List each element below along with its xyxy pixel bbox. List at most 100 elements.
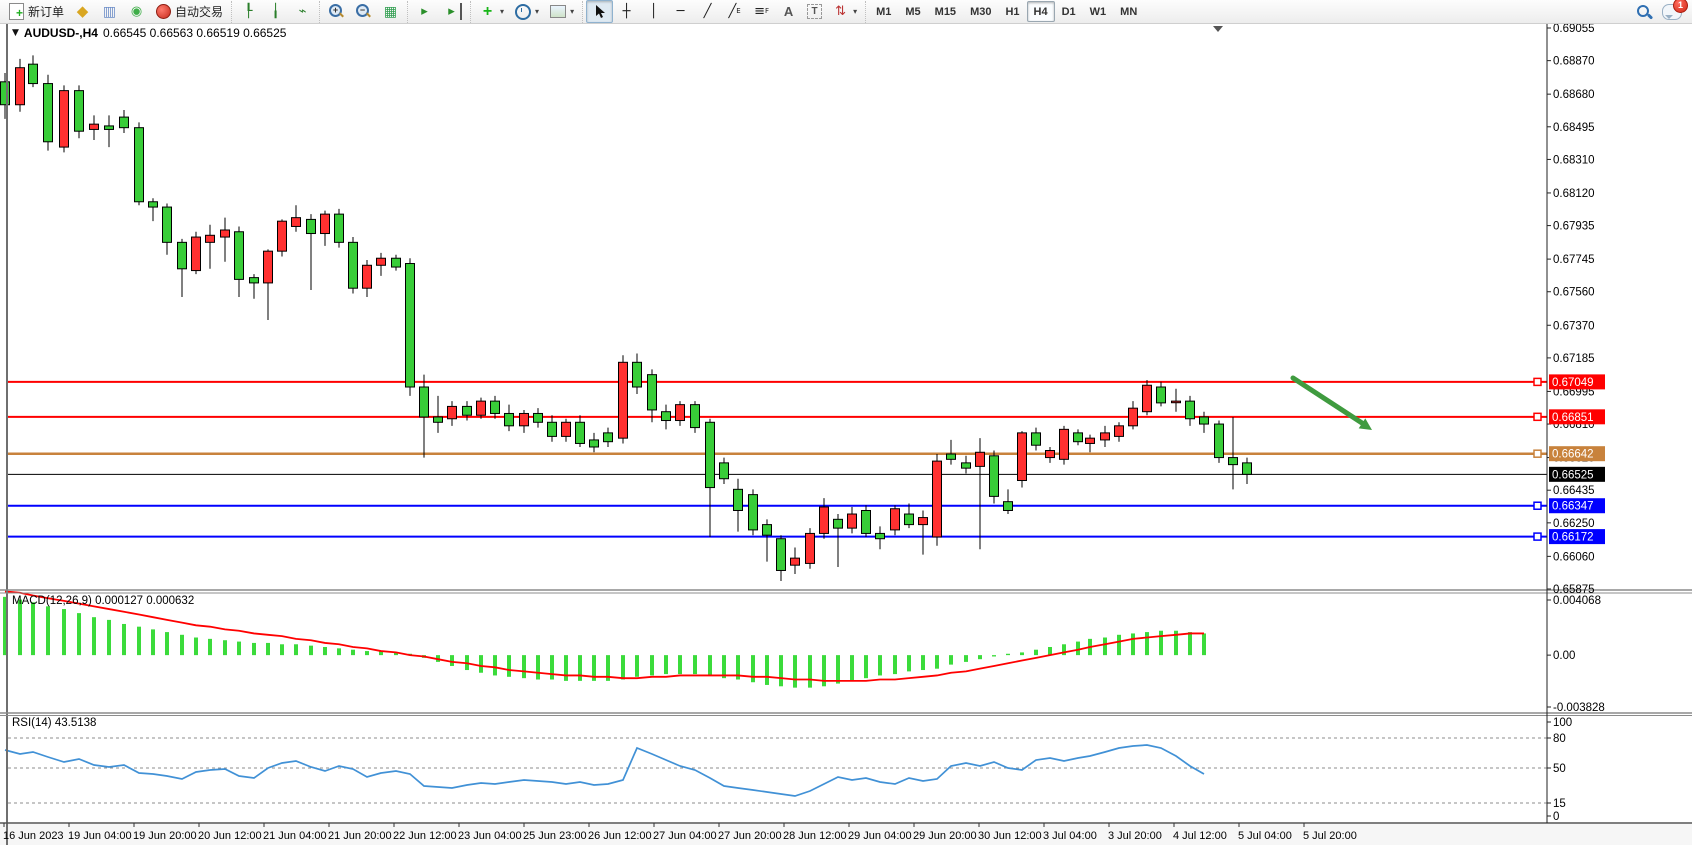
candle-body bbox=[504, 412, 514, 427]
timeframe-D1[interactable]: D1 bbox=[1061, 5, 1076, 18]
zoom-out-icon: − bbox=[356, 4, 372, 19]
auto-trading-button[interactable]: 自动交易 bbox=[150, 0, 228, 23]
candle-body bbox=[433, 416, 443, 423]
candle-body bbox=[1003, 501, 1013, 511]
price-line-label-box bbox=[1549, 374, 1605, 390]
hline-anchor-marker bbox=[1533, 449, 1542, 458]
candle-body bbox=[74, 90, 84, 132]
periods-button[interactable]: ▾ bbox=[509, 0, 544, 23]
candle-body bbox=[391, 257, 401, 268]
macd-histogram-bar bbox=[309, 645, 313, 656]
time-axis-label: 20 Jun 12:00 bbox=[198, 830, 262, 842]
line-chart-button[interactable]: ⌁ bbox=[289, 0, 316, 23]
channel-icon: ╱ E bbox=[728, 4, 741, 19]
timeframe-MN[interactable]: MN bbox=[1120, 5, 1138, 18]
symbol-dropdown-icon[interactable]: ▼ bbox=[12, 28, 19, 38]
time-axis-label: 5 Jul 04:00 bbox=[1238, 830, 1292, 842]
data-window-button[interactable]: ▥ bbox=[96, 0, 123, 23]
price-line-label: 0.66347 bbox=[1552, 501, 1594, 513]
vertical-line-button[interactable]: │ bbox=[640, 0, 667, 23]
macd-histogram-bar bbox=[252, 642, 256, 656]
auto-trading-label: 自动交易 bbox=[175, 5, 224, 19]
toolbar-group-zoom: + − ▦ bbox=[319, 0, 407, 23]
timeframe-M30[interactable]: M30 bbox=[970, 5, 992, 18]
new-order-button[interactable]: + 新订单 bbox=[3, 0, 69, 23]
macd-histogram-bar bbox=[1174, 630, 1178, 656]
macd-histogram-bar bbox=[1145, 632, 1149, 656]
trend-arrow bbox=[1290, 375, 1365, 426]
arrows-tool-button[interactable]: ⇅ ▾ bbox=[827, 0, 862, 23]
macd-tick-label: -0.003828 bbox=[1553, 702, 1605, 714]
macd-histogram-bar bbox=[31, 602, 35, 656]
fibonacci-button[interactable]: ≡ F bbox=[748, 0, 775, 23]
candle-body bbox=[961, 462, 971, 469]
cursor-icon bbox=[591, 3, 608, 20]
timeframe-H4[interactable]: H4 bbox=[1026, 1, 1055, 22]
tile-windows-button[interactable]: ▦ bbox=[377, 0, 404, 23]
timeframe-M1[interactable]: M1 bbox=[876, 5, 892, 18]
candle-body bbox=[148, 201, 158, 208]
cursor-button[interactable] bbox=[586, 0, 614, 23]
market-watch-button[interactable]: ◆ bbox=[69, 0, 96, 23]
macd-histogram-bar bbox=[836, 655, 840, 684]
candle-body bbox=[805, 532, 815, 564]
candle-body bbox=[362, 264, 372, 289]
main-toolbar: + 新订单 ◆ ▥ ◉ 自动交易 ┞ ╽ ⌁ + − bbox=[0, 0, 1692, 24]
auto-scroll-button[interactable]: ▸ bbox=[411, 0, 438, 23]
macd-histogram-bar bbox=[1006, 653, 1010, 656]
time-axis-label: 28 Jun 12:00 bbox=[783, 830, 847, 842]
zoom-in-button[interactable]: + bbox=[323, 0, 350, 23]
zoom-in-icon: + bbox=[329, 4, 345, 19]
text-label-button[interactable]: T bbox=[802, 0, 827, 23]
timeframe-H1[interactable]: H1 bbox=[1005, 5, 1020, 18]
search-icon[interactable] bbox=[1636, 4, 1654, 20]
timeframe-W1[interactable]: W1 bbox=[1089, 5, 1107, 18]
macd-histogram-bar bbox=[450, 655, 454, 666]
templates-button[interactable]: ▾ bbox=[544, 0, 579, 23]
candlestick-chart-button[interactable]: ╽ bbox=[262, 0, 289, 23]
rsi-line bbox=[4, 744, 1205, 797]
time-axis-label: 30 Jun 12:00 bbox=[978, 830, 1042, 842]
channel-button[interactable]: ╱ E bbox=[721, 0, 748, 23]
macd-histogram-bar bbox=[992, 655, 996, 657]
toolbar-group-timeframes: M1 M5 M15 M30 H1 H4 D1 W1 MN bbox=[865, 0, 1147, 23]
candle-body bbox=[405, 263, 415, 388]
macd-histogram-bar bbox=[379, 651, 383, 656]
macd-histogram-bar bbox=[751, 655, 755, 683]
horizontal-line-button[interactable]: ─ bbox=[667, 0, 694, 23]
time-axis-label: 25 Jun 23:00 bbox=[523, 830, 587, 842]
chart-shift-button[interactable]: ▸ bbox=[438, 0, 467, 23]
candle-body bbox=[932, 460, 942, 538]
macd-histogram-bar bbox=[978, 655, 982, 660]
macd-histogram-bar bbox=[180, 634, 184, 656]
macd-histogram-bar bbox=[1117, 634, 1121, 656]
bar-chart-button[interactable]: ┞ bbox=[235, 0, 262, 23]
chart-shift-marker bbox=[1213, 26, 1223, 32]
navigator-button[interactable]: ◉ bbox=[123, 0, 150, 23]
candle-body bbox=[733, 488, 743, 511]
trendline-button[interactable]: ╱ bbox=[694, 0, 721, 23]
candle-body bbox=[575, 421, 585, 444]
notification-badge: 1 bbox=[1673, 0, 1688, 13]
text-label-icon: T bbox=[807, 4, 823, 19]
candle-body bbox=[661, 411, 671, 422]
macd-histogram-bar bbox=[822, 655, 826, 687]
macd-histogram-bar bbox=[793, 655, 797, 688]
macd-histogram-bar bbox=[351, 649, 355, 656]
timeframe-M5[interactable]: M5 bbox=[905, 5, 921, 18]
price-line-label: 0.67049 bbox=[1552, 377, 1594, 389]
chat-icon[interactable]: 1 bbox=[1662, 0, 1688, 20]
crosshair-button[interactable]: ┼ bbox=[613, 0, 640, 23]
indicators-button[interactable]: + ▾ bbox=[474, 0, 509, 23]
data-window-icon: ▥ bbox=[102, 3, 117, 20]
timeframe-M15[interactable]: M15 bbox=[934, 5, 957, 18]
price-tick-label: 0.65875 bbox=[1553, 584, 1595, 596]
time-axis-label: 26 Jun 12:00 bbox=[588, 830, 652, 842]
text-button[interactable]: A bbox=[775, 0, 802, 23]
price-line-label: 0.66172 bbox=[1552, 532, 1594, 544]
zoom-out-button[interactable]: − bbox=[350, 0, 377, 23]
macd-histogram-bar bbox=[808, 655, 812, 688]
macd-histogram-bar bbox=[564, 655, 568, 681]
candle-body bbox=[43, 83, 53, 143]
